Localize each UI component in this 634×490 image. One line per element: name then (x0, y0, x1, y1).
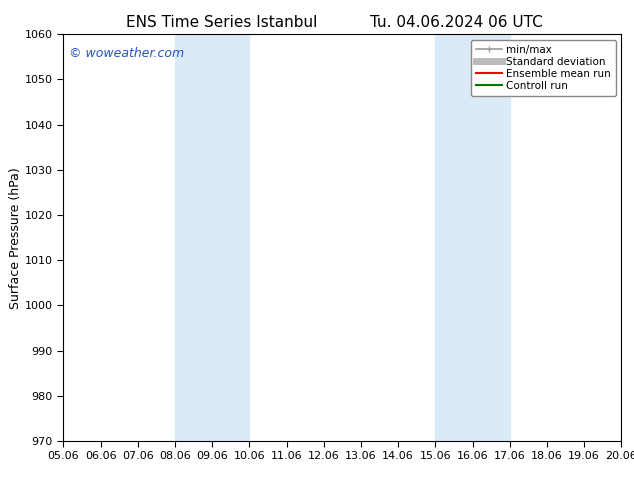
Text: © woweather.com: © woweather.com (69, 47, 184, 59)
Text: ENS Time Series Istanbul: ENS Time Series Istanbul (126, 15, 318, 30)
Y-axis label: Surface Pressure (hPa): Surface Pressure (hPa) (9, 167, 22, 309)
Bar (436, 34, 510, 441)
Text: Tu. 04.06.2024 06 UTC: Tu. 04.06.2024 06 UTC (370, 15, 543, 30)
Legend: min/max, Standard deviation, Ensemble mean run, Controll run: min/max, Standard deviation, Ensemble me… (470, 40, 616, 96)
Bar (175, 34, 249, 441)
